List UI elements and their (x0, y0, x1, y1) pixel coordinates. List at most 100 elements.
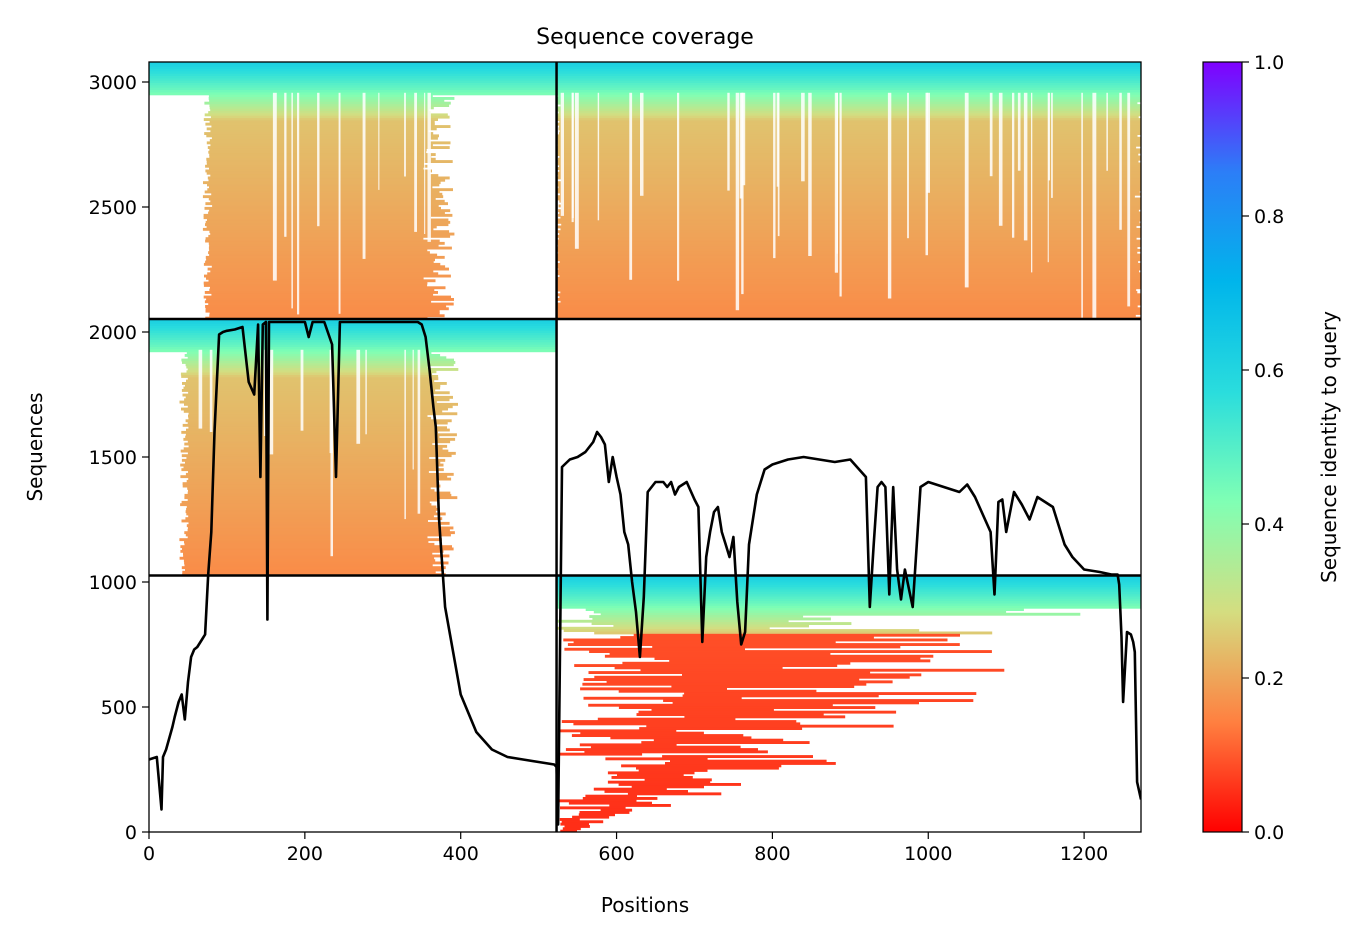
coverage-row (556, 108, 1141, 112)
y-axis-ticks: 0 500 1000 1500 2000 2500 3000 (89, 72, 149, 844)
coverage-block-1 (556, 62, 1141, 320)
coverage-row (556, 90, 1141, 93)
gap-streak (907, 92, 909, 239)
coverage-row (181, 375, 439, 378)
coverage-row (651, 708, 774, 712)
coverage-row (589, 650, 992, 653)
coverage-row (205, 220, 451, 224)
coverage-row (556, 605, 1141, 609)
coverage-row (208, 234, 451, 238)
coverage-row (610, 736, 752, 740)
coverage-row (185, 395, 453, 399)
gap-streak (1012, 92, 1015, 238)
y-tick-label: 2000 (89, 322, 137, 344)
coverage-row (186, 505, 437, 509)
coverage-row (559, 818, 580, 821)
coverage-row (556, 106, 1141, 110)
coverage-row (556, 314, 1136, 318)
y-tick-label: 2500 (89, 197, 137, 219)
gap-streak (742, 92, 746, 186)
coverage-row (556, 265, 1141, 269)
coverage-row (205, 239, 440, 243)
coverage-row (209, 185, 433, 189)
coverage-row (182, 484, 441, 488)
gap-streak (272, 92, 277, 281)
coverage-row (561, 178, 1141, 182)
coverage-row (187, 535, 428, 539)
coverage-row (205, 202, 448, 206)
coverage-row (556, 118, 1141, 121)
coverage-row (149, 342, 557, 346)
coverage-row (556, 307, 1141, 311)
coverage-row (557, 153, 1139, 156)
coverage-row (684, 715, 846, 719)
coverage-row (181, 430, 439, 434)
coverage-row (594, 631, 993, 635)
coverage-row (209, 253, 438, 257)
coverage-row (574, 664, 838, 667)
coverage-row (600, 808, 633, 812)
coverage-row (622, 661, 851, 665)
coverage-row (208, 302, 454, 306)
coverage-row (187, 421, 448, 425)
coverage-row (607, 771, 695, 775)
coverage-row (185, 363, 454, 367)
colorbar-tick-label: 0.2 (1254, 668, 1284, 690)
coverage-row (606, 680, 893, 684)
coverage-row (210, 115, 450, 119)
coverage-row (187, 451, 456, 455)
coverage-row (556, 279, 1141, 283)
coverage-row (607, 780, 711, 784)
coverage-row (149, 344, 557, 348)
coverage-row (180, 549, 444, 553)
coverage-row (588, 703, 833, 707)
coverage-row (180, 545, 452, 549)
coverage-row (585, 608, 1024, 611)
coverage-row (590, 745, 741, 749)
coverage-row (559, 132, 1141, 135)
coverage-row (556, 115, 1139, 119)
coverage-row (564, 647, 745, 651)
gap-streak (1023, 92, 1028, 241)
coverage-row (206, 141, 451, 145)
coverage-row (636, 713, 824, 716)
coverage-row (662, 755, 813, 758)
coverage-row (184, 542, 435, 546)
coverage-row (597, 717, 736, 721)
coverage-row (184, 354, 441, 357)
gap-streak (560, 92, 564, 216)
gap-streak (1092, 92, 1097, 319)
coverage-row (558, 267, 1141, 271)
x-tick-label: 1200 (1060, 843, 1108, 865)
coverage-row (585, 794, 637, 798)
coverage-row (149, 349, 557, 353)
coverage-row (556, 253, 1141, 257)
y-tick-label: 1000 (89, 572, 137, 594)
coverage-row (208, 178, 446, 182)
coverage-row (211, 192, 443, 196)
coverage-row (556, 596, 1141, 600)
coverage-row (184, 398, 450, 402)
coverage-row (620, 636, 874, 639)
coverage-row (203, 262, 441, 266)
coverage-row (605, 757, 708, 761)
coverage-row (556, 577, 1141, 581)
coverage-row (559, 155, 1141, 159)
coverage-row (149, 62, 557, 65)
coverage-row (149, 64, 557, 68)
coverage-row (179, 556, 435, 560)
coverage-row (204, 190, 440, 194)
coverage-row (205, 305, 447, 308)
coverage-row (556, 276, 1141, 280)
coverage-row (208, 211, 445, 215)
coverage-row (560, 216, 1141, 220)
coverage-row (559, 169, 1141, 173)
coverage-row (181, 454, 452, 458)
coverage-row (149, 323, 557, 327)
coverage-row (559, 129, 1141, 133)
coverage-row (208, 246, 452, 250)
coverage-row (149, 69, 557, 72)
coverage-line-layer (149, 320, 1141, 826)
coverage-row (556, 603, 1141, 607)
coverage-row (203, 281, 428, 285)
